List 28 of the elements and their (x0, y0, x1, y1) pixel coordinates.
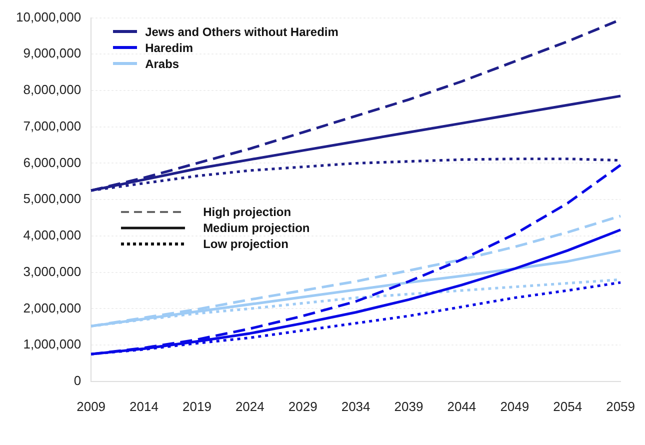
annotation: Medium projection (203, 220, 310, 235)
legend-label: Jews and Others without Haredim (145, 24, 338, 39)
y-tick-label: 9,000,000 (23, 46, 82, 61)
y-tick-label: 5,000,000 (23, 191, 82, 206)
x-tick-label: 2044 (447, 398, 476, 414)
y-tick-label: 3,000,000 (23, 264, 82, 279)
legend-label: Haredim (145, 40, 194, 55)
y-tick-label: 8,000,000 (23, 82, 82, 98)
x-tick-label: 2034 (341, 398, 370, 414)
x-tick-label: 2014 (130, 398, 158, 414)
x-tick-label: 2029 (288, 398, 318, 414)
y-tick-label: 4,000,000 (23, 228, 82, 243)
x-tick-label: 2024 (235, 398, 264, 414)
y-tick-label: 10,000,000 (16, 9, 82, 24)
x-tick-label: 2049 (500, 398, 530, 414)
y-tick-label: 2,000,000 (23, 300, 82, 316)
annotation: Low projection (203, 236, 288, 251)
annotation: High projection (203, 204, 292, 219)
x-tick-label: 2054 (553, 398, 582, 414)
x-tick-label: 2019 (182, 398, 212, 414)
y-tick-label: 7,000,000 (23, 118, 82, 134)
x-tick-label: 2009 (76, 398, 106, 414)
legend-label: Arabs (145, 56, 180, 71)
x-tick-label: 2039 (394, 398, 424, 414)
y-tick-label: 6,000,000 (23, 154, 82, 170)
x-tick-label: 2059 (606, 398, 635, 414)
y-tick-label: 0 (74, 372, 82, 388)
y-tick-label: 1,000,000 (23, 336, 82, 352)
